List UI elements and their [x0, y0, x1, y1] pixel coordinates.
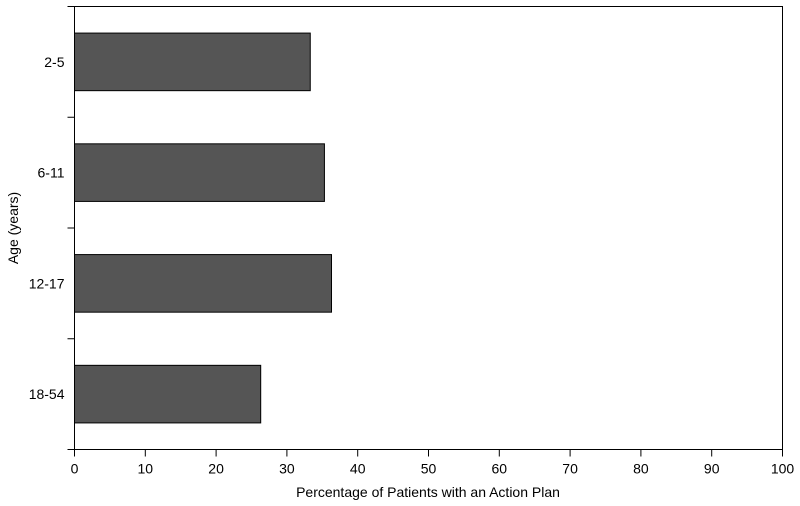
x-tick-label: 30: [279, 461, 295, 477]
bars-group: [74, 32, 333, 424]
y-tick-label: 6-11: [38, 165, 65, 181]
x-axis-title: Percentage of Patients with an Action Pl…: [296, 484, 560, 500]
bar-2-5: [74, 32, 311, 92]
x-tick-label: 100: [771, 461, 795, 477]
x-tick-label: 60: [492, 461, 508, 477]
x-tick-label: 80: [633, 461, 649, 477]
y-tick-label: 2-5: [44, 54, 64, 70]
x-tick-label: 40: [350, 461, 366, 477]
x-tick-label: 20: [208, 461, 224, 477]
x-tick-label: 90: [704, 461, 720, 477]
x-tick-label: 10: [138, 461, 154, 477]
y-tick-label: 18-54: [29, 386, 65, 402]
x-tick-label: 0: [71, 461, 79, 477]
bar-6-11: [74, 143, 325, 202]
y-axis-title: Age (years): [5, 192, 21, 264]
x-tick-label: 70: [562, 461, 578, 477]
bar-12-17: [74, 254, 333, 313]
x-axis: 0 10 20 30 40 50 60 70 80 90 100: [71, 449, 795, 477]
y-axis: 2-5 6-11 12-17 18-54: [29, 6, 75, 450]
y-tick-label: 12-17: [29, 275, 65, 291]
bar-18-54: [74, 364, 262, 424]
x-tick-label: 50: [421, 461, 437, 477]
